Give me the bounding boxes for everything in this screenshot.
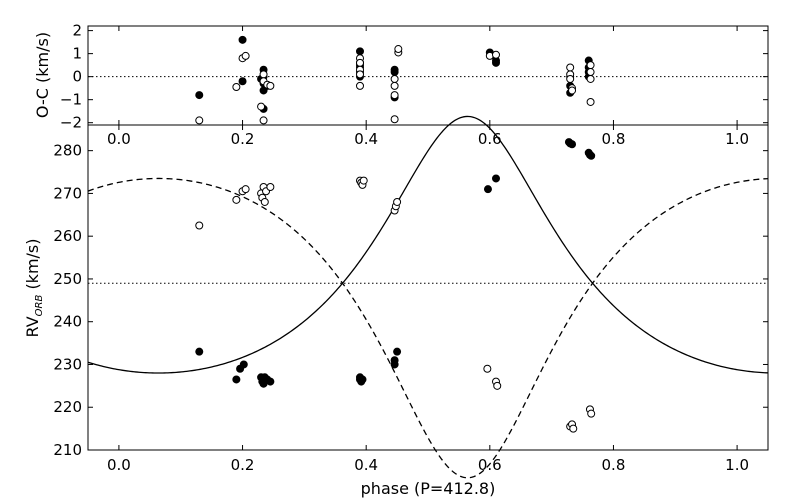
residuals-x-tick-label: 1.0 [725, 130, 749, 148]
rv-filled-point [483, 185, 492, 194]
residuals-open-point [586, 61, 595, 70]
rv-open-point [569, 424, 578, 433]
rv-plot-area: 0.0 0.2 0.4 0.6 0.8 1.0 210 220 230 240 250 260 270 2… [53, 115, 769, 479]
rv-y-tick-label: 270 [53, 184, 82, 202]
residuals-open-point [390, 115, 399, 124]
residuals-filled-point [356, 47, 364, 56]
rv-filled-point [358, 375, 367, 384]
x-axis-title: phase (P=412.8) [361, 479, 496, 498]
rv-y-axis-title-main: RV [23, 316, 42, 337]
residuals-open-point [266, 81, 275, 90]
residuals-open-point [390, 91, 399, 100]
residuals-y-tick-label: 0 [72, 68, 82, 86]
rv-model-curve-1 [87, 115, 769, 374]
rv-open-point [393, 197, 402, 206]
residuals-open-point [586, 74, 595, 83]
rv-x-tick-label: 0.4 [354, 456, 378, 474]
residuals-x-tick-label: 0.2 [231, 130, 255, 148]
residuals-open-point [356, 81, 364, 90]
residuals-x-tick-label: 0.4 [354, 130, 378, 148]
residuals-open-point [241, 51, 250, 60]
rv-open-point [260, 197, 269, 206]
rv-open-point [195, 221, 204, 230]
rv-model-curve-2 [87, 177, 769, 479]
residuals-filled-point [238, 77, 247, 86]
rv-open-point [483, 364, 492, 373]
rv-y-tick-label: 280 [53, 142, 82, 160]
rv-filled-point [587, 151, 596, 160]
residuals-open-point [259, 116, 268, 125]
rv-open-point [493, 381, 502, 390]
residuals-filled-point [492, 58, 500, 67]
rv-open-point [241, 185, 250, 194]
residuals-open-point [390, 74, 399, 83]
rv-open-point [359, 176, 368, 185]
residuals-y-tick-label: −2 [60, 114, 82, 132]
residuals-y-tick-label: 1 [72, 45, 82, 63]
rv-open-point [587, 409, 596, 418]
residuals-plot-frame [87, 25, 769, 126]
residuals-filled-point [390, 68, 399, 77]
residuals-open-point [195, 116, 204, 125]
rv-y-axis-title: RVORB (km/s) [23, 238, 45, 337]
rv-x-tick-label: 0.8 [602, 456, 626, 474]
rv-open-point [266, 183, 275, 192]
rv-filled-point [232, 375, 241, 384]
residuals-open-point [586, 68, 595, 77]
rv-y-tick-label: 250 [53, 270, 82, 288]
residuals-open-point [394, 45, 403, 54]
residuals-filled-point [195, 91, 204, 100]
residuals-y-tick-label: −1 [60, 91, 82, 109]
rv-filled-point [239, 360, 248, 369]
residuals-open-point [390, 81, 399, 90]
residuals-open-point [566, 63, 575, 72]
rv-filled-point [195, 347, 204, 356]
rv-x-tick-label: 1.0 [725, 456, 749, 474]
residuals-open-point [566, 74, 575, 83]
residuals-open-point [356, 70, 364, 79]
rv-y-tick-label: 240 [53, 313, 82, 331]
residuals-open-point [492, 50, 500, 59]
rv-filled-point [266, 377, 275, 386]
rv-plot-frame [87, 124, 769, 451]
rv-filled-point [568, 140, 577, 149]
rv-filled-point [393, 347, 402, 356]
rv-x-tick-label: 0.0 [107, 456, 131, 474]
residuals-x-tick-label: 0.8 [602, 130, 626, 148]
residuals-open-point [568, 86, 577, 95]
residuals-open-point [257, 102, 266, 111]
rv-panel: 0.0 0.2 0.4 0.6 0.8 1.0 210 220 230 240 250 260 270 2… [23, 115, 769, 498]
rv-y-tick-label: 210 [53, 441, 82, 459]
residuals-open-point [259, 70, 268, 79]
rv-open-point [232, 195, 241, 204]
rv-filled-point [492, 174, 500, 183]
rv-y-tick-label: 230 [53, 355, 82, 373]
residuals-x-tick-label: 0.0 [107, 130, 131, 148]
residuals-y-axis-title: O-C (km/s) [33, 32, 52, 118]
rv-y-axis-title-subscript: ORB [34, 295, 45, 317]
residuals-open-point [356, 58, 364, 67]
residuals-filled-point [238, 35, 247, 44]
residuals-open-point [586, 97, 595, 106]
rv-y-axis-title-unit: (km/s) [23, 238, 42, 294]
rv-y-tick-label: 220 [53, 398, 82, 416]
rv-filled-point [390, 360, 399, 369]
rv-x-tick-label: 0.2 [231, 456, 255, 474]
rv-x-tick-label: 0.6 [478, 456, 502, 474]
rv-y-tick-label: 260 [53, 227, 82, 245]
residuals-y-tick-label: 2 [72, 22, 82, 40]
residuals-open-point [232, 83, 241, 92]
